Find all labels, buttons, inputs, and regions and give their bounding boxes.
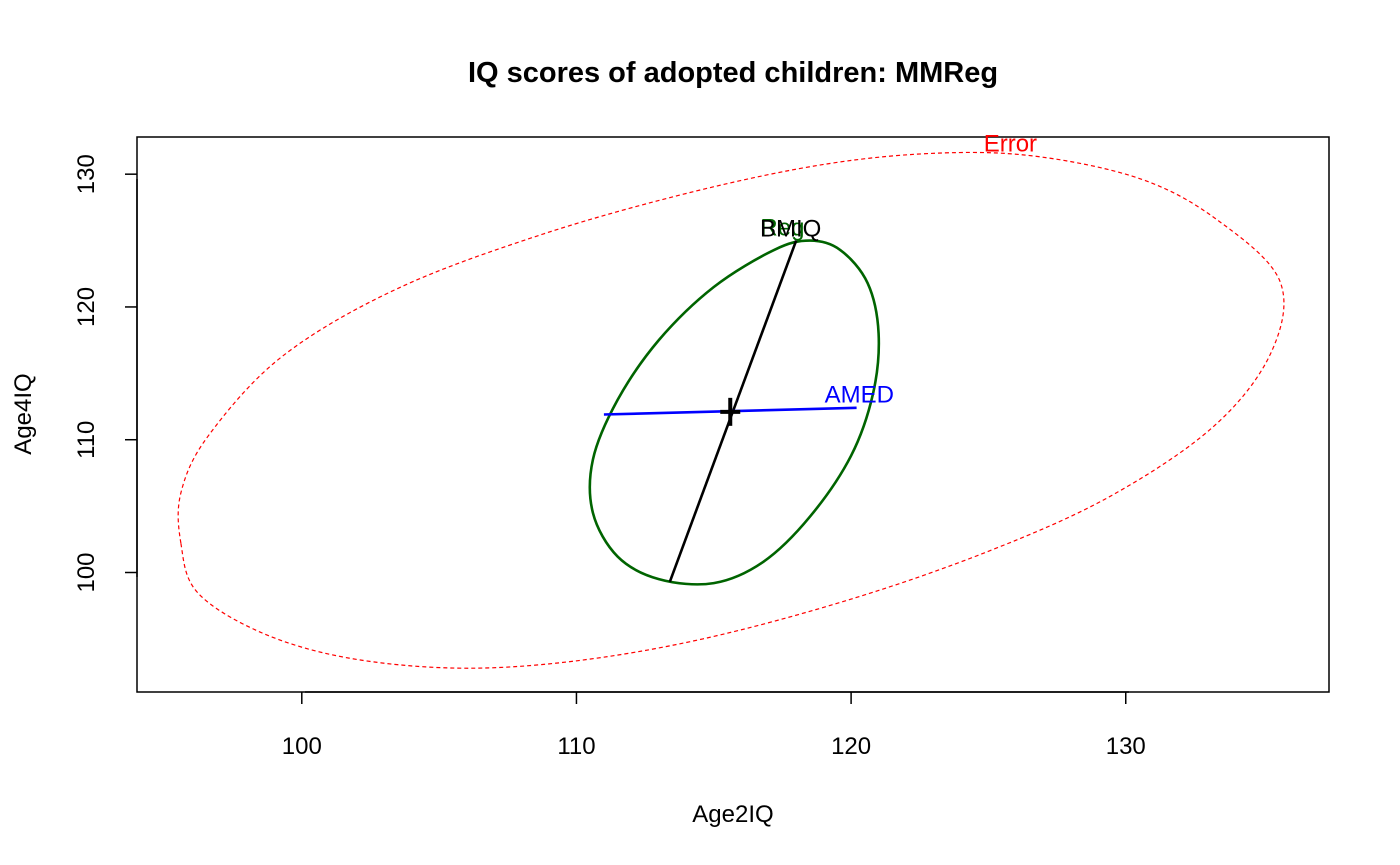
y-tick-label: 110: [73, 421, 100, 459]
x-tick-label: 110: [557, 733, 595, 760]
y-axis-label: Age4IQ: [10, 373, 37, 454]
axis-label-bmiq: BMIQ: [760, 216, 821, 243]
y-tick-label: 100: [73, 552, 100, 592]
ellipse-label-error: Error: [984, 131, 1037, 158]
y-tick-label: 120: [73, 287, 100, 327]
y-tick-label: 130: [73, 154, 100, 194]
x-tick-label: 130: [1106, 733, 1146, 760]
ellipse-reg: [588, 239, 881, 586]
x-axis-label: Age2IQ: [692, 801, 773, 828]
center-marker: [720, 397, 741, 426]
axis-label-amed: AMED: [825, 382, 894, 409]
chart-title: IQ scores of adopted children: MMReg: [468, 57, 998, 89]
x-axis: 100 110 120 130: [282, 691, 1146, 760]
ellipse-label-reg: Reg: [760, 214, 804, 241]
y-axis: 100 110 120 130: [73, 154, 138, 593]
x-tick-label: 100: [282, 733, 322, 760]
x-tick-label: 120: [831, 733, 871, 760]
ellipse-error: [177, 151, 1285, 669]
